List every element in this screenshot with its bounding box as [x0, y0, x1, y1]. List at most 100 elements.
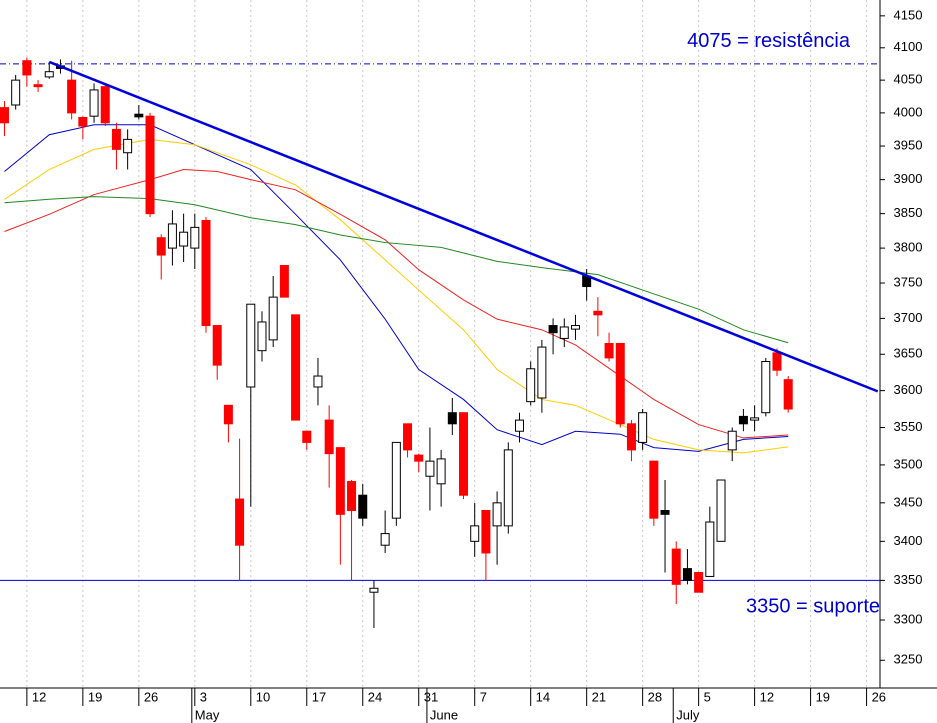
candle-body [33, 84, 43, 88]
month-label: July [676, 707, 700, 722]
y-tick-label: 3650 [894, 346, 923, 361]
candle-body [44, 71, 54, 78]
candle-body [279, 265, 289, 298]
candle-body [380, 533, 390, 546]
candle-body [100, 86, 110, 124]
candle-body [570, 325, 580, 330]
x-tick-label: 19 [816, 689, 830, 704]
x-tick-label: 3 [200, 689, 207, 704]
candle-body [671, 548, 681, 585]
candle-body [716, 479, 726, 542]
y-tick-label: 3250 [894, 652, 923, 667]
candle-body [604, 342, 614, 359]
x-tick-label: 24 [368, 689, 382, 704]
candle-body [391, 441, 401, 519]
y-tick-label: 3300 [894, 611, 923, 626]
candle-body [514, 419, 524, 432]
candle-body [190, 226, 200, 249]
level-label: 4075 = resistência [687, 30, 851, 52]
moving-average [4, 196, 789, 344]
candle-body [268, 296, 278, 341]
y-tick-label: 3600 [894, 382, 923, 397]
candle-body [111, 128, 121, 150]
y-tick-label: 4100 [894, 39, 923, 54]
candle-body [526, 368, 536, 403]
candle-body [369, 587, 379, 593]
x-tick-label: 31 [424, 689, 438, 704]
candle-body [179, 231, 189, 247]
x-tick-label: 21 [592, 689, 606, 704]
candle-body [436, 458, 446, 485]
candle-body [459, 412, 469, 496]
candle-body [201, 220, 211, 327]
x-tick-label: 26 [872, 689, 886, 704]
candle-body [358, 494, 368, 519]
candle-body [212, 325, 222, 366]
candle-body [223, 404, 233, 425]
candle-body [78, 117, 88, 127]
candle-body [246, 303, 256, 388]
x-tick-label: 28 [648, 689, 662, 704]
candle-body [772, 352, 782, 371]
candle-body [447, 412, 457, 425]
y-tick-label: 4000 [894, 104, 923, 119]
candle-body [750, 417, 760, 421]
candle-body [403, 423, 413, 451]
candle-body [89, 89, 99, 117]
x-tick-label: 10 [256, 689, 270, 704]
candle-body [134, 113, 144, 118]
candle-body [22, 60, 32, 76]
candle-body [324, 419, 334, 455]
candle-body [761, 361, 771, 414]
candle-body [682, 568, 692, 581]
candle-body [123, 138, 133, 154]
y-tick-label: 3900 [894, 171, 923, 186]
candle-body [335, 447, 345, 515]
candle-body [593, 310, 603, 316]
candle-body [738, 415, 748, 425]
y-tick-label: 4150 [894, 7, 923, 22]
month-label: May [195, 707, 220, 722]
x-tick-label: 12 [32, 689, 46, 704]
candle-body [470, 525, 480, 542]
x-tick-label: 5 [704, 689, 711, 704]
candle-body [167, 223, 177, 249]
candle-body [626, 423, 636, 451]
x-tick-label: 7 [480, 689, 487, 704]
candle-body [257, 321, 267, 352]
y-tick-label: 3500 [894, 456, 923, 471]
y-tick-label: 3550 [894, 419, 923, 434]
y-tick-label: 3800 [894, 240, 923, 255]
x-tick-label: 14 [536, 689, 550, 704]
candle-body [492, 502, 502, 527]
y-tick-label: 4050 [894, 72, 923, 87]
candle-body [727, 430, 737, 451]
candle-body [537, 346, 547, 399]
candle-body [481, 509, 491, 554]
y-tick-label: 3400 [894, 533, 923, 548]
x-tick-label: 19 [88, 689, 102, 704]
moving-average [4, 169, 789, 439]
candle-body [615, 342, 625, 425]
candle-body [705, 521, 715, 577]
candle-body [313, 375, 323, 388]
candle-body [638, 412, 648, 443]
candle-body [156, 237, 166, 256]
candle-body [660, 509, 670, 515]
candle-body [548, 325, 558, 334]
x-tick-label: 26 [144, 689, 158, 704]
y-tick-label: 3750 [894, 274, 923, 289]
candle-body [67, 79, 77, 114]
level-label: 3350 = suporte [746, 596, 880, 618]
candle-body [291, 314, 301, 421]
candle-body [559, 326, 569, 339]
candle-body [0, 107, 9, 124]
candle-body [145, 115, 155, 215]
y-tick-label: 3950 [894, 137, 923, 152]
candle-body [649, 460, 659, 519]
y-tick-label: 3450 [894, 494, 923, 509]
x-tick-label: 12 [760, 689, 774, 704]
y-tick-label: 3350 [894, 572, 923, 587]
trendline [48, 60, 879, 393]
